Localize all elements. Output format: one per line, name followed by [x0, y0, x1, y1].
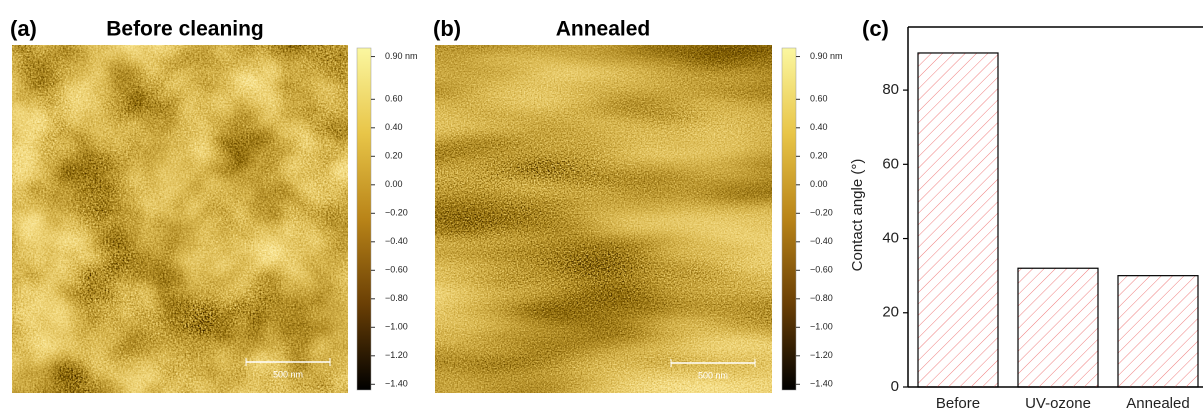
colorbar — [781, 47, 797, 391]
colorbar-tick-label: 0.60 — [810, 94, 828, 104]
colorbar-tick-label: 0.20 — [810, 151, 828, 161]
colorbar-tick-label: 0.00 — [810, 179, 828, 189]
colorbar-tick-label: −0.60 — [385, 265, 408, 275]
colorbar-tick-label: −1.40 — [385, 379, 408, 389]
scale-bar-label: 500 nm — [273, 369, 303, 379]
colorbar-tick-label: 0.90 nm — [385, 51, 418, 61]
colorbar-tick-label: −0.80 — [810, 293, 833, 303]
panel-title: Before cleaning — [106, 18, 264, 41]
y-tick-label: 60 — [882, 155, 899, 172]
colorbar-tick-label: −0.80 — [385, 293, 408, 303]
y-tick-label: 80 — [882, 81, 899, 98]
afm-image — [12, 45, 348, 393]
colorbar-tick-label: −1.40 — [810, 379, 833, 389]
y-tick-label: 20 — [882, 304, 899, 321]
afm-image — [435, 45, 772, 393]
y-tick-label: 0 — [891, 378, 899, 395]
scale-bar-label: 500 nm — [698, 370, 728, 380]
panel-label: (b) — [433, 16, 461, 41]
panel-title: Annealed — [556, 18, 651, 41]
colorbar-tick-label: −0.60 — [810, 265, 833, 275]
y-tick-label: 40 — [882, 230, 899, 247]
bar — [1117, 275, 1199, 388]
x-tick-label: Annealed — [1126, 395, 1189, 412]
colorbar-tick-label: −0.20 — [810, 208, 833, 218]
colorbar-tick-label: −1.20 — [385, 350, 408, 360]
bar — [917, 52, 999, 388]
colorbar-tick-label: 0.90 nm — [810, 51, 843, 61]
x-tick-label: UV-ozone — [1025, 395, 1091, 412]
colorbar-tick-label: −1.20 — [810, 350, 833, 360]
colorbar-tick-label: −0.40 — [810, 236, 833, 246]
colorbar-tick-label: −1.00 — [810, 322, 833, 332]
colorbar-tick-label: 0.40 — [385, 122, 403, 132]
bar — [1017, 267, 1099, 388]
y-axis-label: Contact angle (°) — [849, 159, 866, 272]
colorbar-tick-label: −0.40 — [385, 236, 408, 246]
colorbar-tick-label: −1.00 — [385, 322, 408, 332]
colorbar-tick-label: 0.00 — [385, 179, 403, 189]
x-tick-label: Before — [936, 395, 980, 412]
colorbar-tick-label: −0.20 — [385, 208, 408, 218]
colorbar-tick-label: 0.20 — [385, 151, 403, 161]
panel-label: (a) — [10, 16, 37, 41]
panel-label: (c) — [862, 16, 889, 41]
colorbar-tick-label: 0.60 — [385, 94, 403, 104]
colorbar-tick-label: 0.40 — [810, 122, 828, 132]
colorbar — [356, 47, 372, 391]
